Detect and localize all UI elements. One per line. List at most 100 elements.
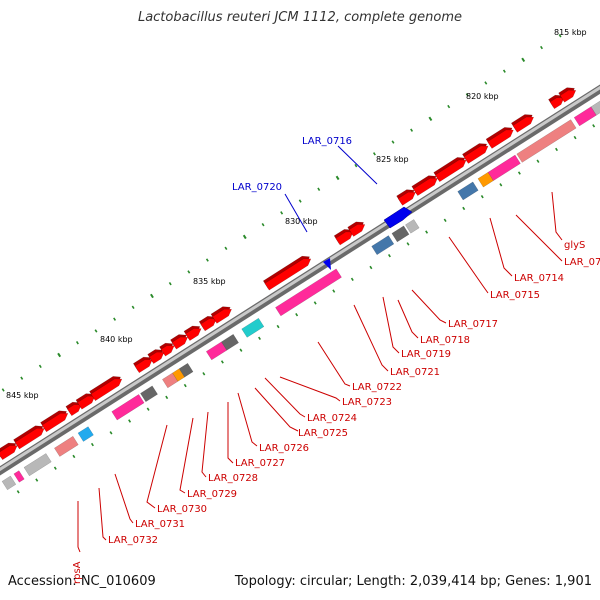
scale-tick [425,230,429,234]
forward-gene[interactable] [200,318,217,332]
scale-tick [168,282,172,286]
blue-gene-LAR_0716[interactable] [383,206,413,229]
reverse-gene[interactable] [457,181,479,201]
gene-label-LAR_0728[interactable]: LAR_0728 [208,473,258,484]
reverse-gene[interactable] [371,235,395,256]
reverse-gene[interactable] [1,475,17,491]
forward-gene[interactable] [413,177,438,197]
scale-tick [428,116,433,122]
forward-gene[interactable] [487,129,514,149]
scale-tick [391,140,395,144]
gene-label-LAR_0731[interactable]: LAR_0731 [135,519,185,530]
scale-tick [555,147,559,152]
scale-label: 845 kbp [6,391,39,400]
scale-tick [372,152,376,156]
forward-gene[interactable] [264,258,312,291]
gene-label-LAR_0729[interactable]: LAR_0729 [187,489,237,500]
forward-gene[interactable] [463,145,489,164]
gene-label-LAR_0724[interactable]: LAR_0724 [307,413,357,424]
forward-gene[interactable] [335,231,354,246]
reverse-gene[interactable] [140,385,158,403]
forward-gene[interactable] [148,351,165,365]
forward-gene[interactable] [549,97,565,110]
gene-label-LAR_0717[interactable]: LAR_0717 [448,319,498,330]
scale-tick [573,135,577,140]
blue-gene-LAR_0720[interactable] [323,258,331,270]
reverse-gene[interactable] [241,317,265,338]
gene-label-LAR_0715[interactable]: LAR_0715 [490,290,540,301]
scale-tick [465,93,469,97]
gene-label-LAR_0720[interactable]: LAR_0720 [232,182,282,193]
gene-label-LAR_0730[interactable]: LAR_0730 [157,504,207,515]
forward-gene[interactable] [14,428,45,450]
reverse-gene[interactable] [77,426,94,442]
scale-tick [317,187,321,191]
scale-label: 825 kbp [376,155,409,164]
scale-label: 820 kbp [466,92,499,101]
forward-gene[interactable] [134,359,153,374]
scale-tick [239,348,243,352]
gene-label-rpsA[interactable]: rpsA [72,561,83,584]
reverse-gene[interactable] [221,333,239,351]
reverse-gene[interactable] [111,394,145,421]
scale-tick [75,341,79,345]
forward-gene[interactable] [77,395,96,410]
gene-label-LAR_0716[interactable]: LAR_0716 [302,136,352,147]
forward-gene[interactable] [512,116,535,133]
forward-strand-genes [0,87,577,461]
forward-gene[interactable] [0,445,18,461]
scale-label: 835 kbp [193,277,226,286]
scale-tick [224,246,228,250]
forward-gene[interactable] [160,345,175,357]
reverse-gene[interactable] [13,470,25,483]
gene-label-LAR_0721[interactable]: LAR_0721 [390,367,440,378]
gene-label-LAR_0714[interactable]: LAR_0714 [514,273,564,284]
scale-tick [38,364,42,369]
reverse-gene[interactable] [275,268,342,317]
reverse-gene[interactable] [23,453,52,477]
scale-tick [183,383,187,388]
gene-label-LAR_0722[interactable]: LAR_0722 [352,382,402,393]
reverse-gene[interactable] [178,362,194,378]
scale-tick [150,293,154,299]
forward-gene[interactable] [171,336,189,350]
forward-gene[interactable] [41,413,69,433]
forward-gene[interactable] [348,224,366,237]
scale-tick [480,194,484,199]
reverse-gene[interactable] [487,154,521,182]
gene-label-LAR_0723[interactable]: LAR_0723 [342,397,392,408]
gene-label-LAR_0727[interactable]: LAR_0727 [235,458,285,469]
reverse-gene[interactable] [54,435,79,457]
reverse-gene[interactable] [405,219,420,234]
forward-gene[interactable] [90,378,123,402]
forward-gene[interactable] [67,404,82,417]
forward-gene[interactable] [397,191,416,206]
gene-label-LAR_0732[interactable]: LAR_0732 [108,535,158,546]
forward-gene[interactable] [185,328,202,341]
scale-tick [313,301,317,305]
scale-tick [298,199,302,203]
scale-tick [261,222,265,227]
gene-label-glyS[interactable]: glyS [564,240,585,251]
forward-gene[interactable] [559,89,577,103]
gene-label-LAR_0725[interactable]: LAR_0725 [298,428,348,439]
gene-label-LAR_0718[interactable]: LAR_0718 [420,335,470,346]
scale-tick [295,313,299,317]
scale-tick [443,218,447,222]
scale-ticks [1,34,596,494]
reverse-gene[interactable] [516,119,577,163]
blue-feature-genes [323,206,413,270]
gene-label-LAR_0719[interactable]: LAR_0719 [401,349,451,360]
forward-gene[interactable] [434,159,467,183]
scale-tick [540,45,543,50]
scale-tick [406,242,410,246]
scale-tick [447,104,451,109]
reverse-gene[interactable] [391,225,410,243]
reverse-gene[interactable] [590,96,600,116]
gene-label-LAR_0713[interactable]: LAR_0713 [564,257,600,268]
gene-label-LAR_0726[interactable]: LAR_0726 [259,443,309,454]
scale-tick [53,466,57,470]
forward-gene[interactable] [212,308,232,324]
